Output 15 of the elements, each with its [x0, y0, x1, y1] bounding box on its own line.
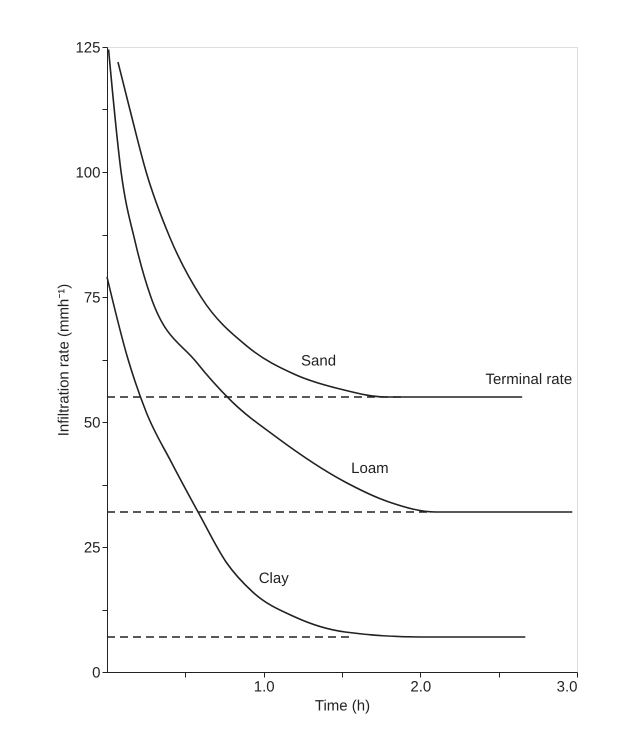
y-tick-label: 25	[84, 540, 100, 556]
x-tick-label: 2.0	[410, 678, 432, 696]
y-tick-label: 125	[75, 40, 100, 56]
x-axis-title: Time (h)	[314, 698, 370, 714]
series-label: Loam	[351, 460, 389, 477]
y-axis-title: Infiltration rate (mmh⁻¹)	[55, 284, 72, 436]
y-tick-label: 0	[92, 664, 100, 682]
y-tick-label: 75	[84, 290, 100, 306]
series-label: Sand	[301, 352, 336, 370]
y-tick-label: 100	[75, 164, 100, 182]
annotation: Terminal rate	[485, 371, 572, 388]
x-tick-label: 1.0	[254, 678, 275, 696]
y-tick-label: 50	[84, 414, 100, 432]
x-tick-label: 3.0	[556, 678, 578, 696]
series-label: Clay	[258, 570, 290, 587]
